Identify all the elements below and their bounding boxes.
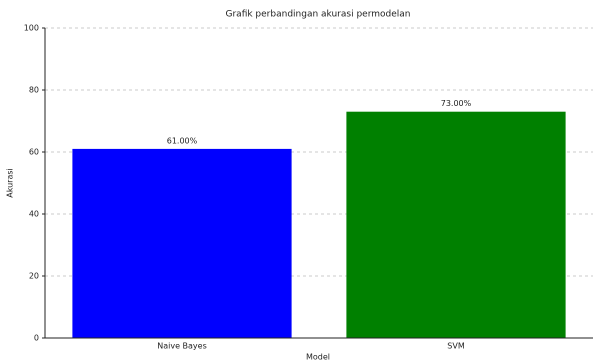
y-axis-label: Akurasi xyxy=(6,168,15,198)
y-tick-label: 0 xyxy=(34,334,39,343)
value-label: 61.00% xyxy=(167,136,198,145)
y-tick-label: 60 xyxy=(29,148,39,157)
x-tick-label: SVM xyxy=(447,342,465,351)
x-tick-label: Naive Bayes xyxy=(157,342,207,351)
value-label: 73.00% xyxy=(441,99,472,108)
y-tick-label: 20 xyxy=(29,272,39,281)
x-axis-label: Model xyxy=(306,353,330,361)
bar xyxy=(346,111,566,338)
bar xyxy=(72,148,292,338)
chart-title: Grafik perbandingan akurasi permodelan xyxy=(226,10,411,20)
y-tick-label: 100 xyxy=(24,24,39,33)
y-tick-label: 40 xyxy=(29,210,39,219)
y-tick-label: 80 xyxy=(29,86,39,95)
